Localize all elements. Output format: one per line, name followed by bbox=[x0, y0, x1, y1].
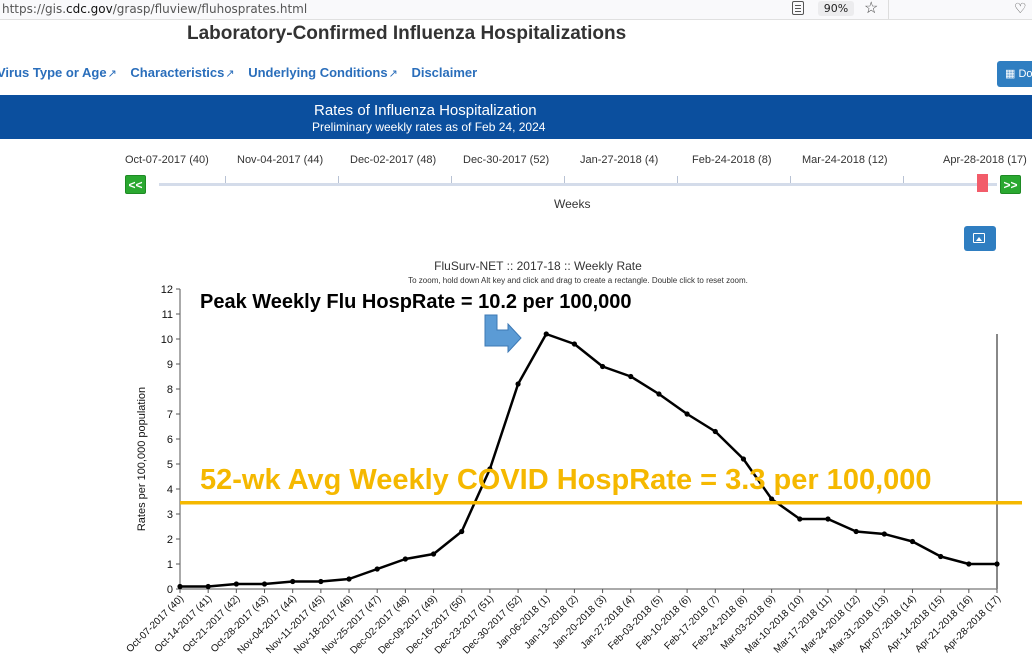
page-title: Laboratory-Confirmed Influenza Hospitali… bbox=[187, 23, 627, 44]
data-point bbox=[740, 456, 747, 462]
url-path: /grasp/fluview/fluhosprates.html bbox=[112, 2, 308, 16]
y-tick-label: 4 bbox=[167, 484, 173, 496]
data-point bbox=[430, 551, 437, 557]
slider-caption: Weeks bbox=[554, 197, 591, 211]
slider-week-label: Dec-02-2017 (48) bbox=[350, 154, 437, 166]
zoom-level-badge[interactable]: 90% bbox=[818, 1, 854, 16]
external-link-icon: ↗ bbox=[107, 68, 117, 80]
chart-zoom-hint: To zoom, hold down Alt key and click and… bbox=[408, 276, 748, 285]
nav-link-characteristics[interactable]: Characteristics↗ bbox=[130, 65, 235, 80]
data-point bbox=[656, 391, 662, 397]
data-point bbox=[402, 556, 408, 562]
browser-toolbar: https://gis.cdc.gov/grasp/fluview/fluhos… bbox=[0, 0, 1032, 20]
download-data-button[interactable]: ▦ Do bbox=[997, 61, 1032, 87]
external-link-icon: ↗ bbox=[225, 68, 235, 80]
url-prefix: https://gis. bbox=[2, 2, 67, 16]
slider-tick bbox=[564, 176, 565, 183]
table-icon: ▦ bbox=[1005, 68, 1019, 80]
y-tick-label: 8 bbox=[167, 384, 173, 396]
y-tick-label: 10 bbox=[161, 334, 173, 346]
data-point bbox=[459, 528, 465, 535]
data-point bbox=[712, 428, 718, 435]
reader-view-icon[interactable] bbox=[792, 1, 804, 15]
data-point bbox=[233, 581, 239, 587]
data-point bbox=[261, 581, 268, 587]
slider-week-label: Mar-24-2018 (12) bbox=[802, 154, 888, 166]
slider-prev-button[interactable]: << bbox=[125, 175, 146, 194]
nav-link-underlying-conditions[interactable]: Underlying Conditions↗ bbox=[248, 65, 398, 80]
slider-tick bbox=[677, 176, 678, 183]
chart-title: FluSurv-NET :: 2017-18 :: Weekly Rate bbox=[434, 259, 642, 273]
data-point bbox=[825, 516, 831, 522]
nav-link-disclaimer[interactable]: Disclaimer bbox=[411, 65, 478, 80]
data-point bbox=[909, 538, 916, 545]
y-tick-label: 12 bbox=[161, 284, 173, 296]
week-slider-handle[interactable] bbox=[977, 174, 988, 192]
data-point bbox=[853, 528, 859, 535]
data-point bbox=[543, 331, 549, 337]
data-point bbox=[487, 466, 493, 472]
data-point bbox=[881, 531, 887, 537]
data-point bbox=[599, 363, 606, 370]
data-point bbox=[318, 578, 324, 585]
data-point bbox=[628, 373, 634, 380]
data-point bbox=[684, 411, 690, 417]
data-point bbox=[290, 578, 296, 585]
data-point bbox=[571, 341, 578, 347]
y-axis-label: Rates per 100,000 population bbox=[136, 387, 148, 531]
chart-banner: Rates of Influenza Hospitalization Preli… bbox=[0, 95, 1032, 139]
slider-tick bbox=[225, 176, 226, 183]
export-image-button[interactable] bbox=[964, 226, 996, 251]
bookmark-star-icon[interactable]: ☆ bbox=[864, 0, 879, 17]
y-tick-label: 9 bbox=[167, 359, 173, 371]
data-point bbox=[177, 583, 183, 590]
slider-tick bbox=[338, 176, 339, 183]
y-tick-label: 0 bbox=[167, 584, 173, 596]
y-tick-label: 6 bbox=[167, 434, 173, 446]
slider-tick bbox=[903, 176, 904, 183]
peak-arrow-icon bbox=[484, 314, 522, 354]
slider-tick bbox=[451, 176, 452, 183]
slider-week-label: Nov-04-2017 (44) bbox=[237, 154, 324, 166]
data-point bbox=[966, 561, 972, 567]
weekly-rate-line bbox=[180, 332, 997, 588]
slider-next-button[interactable]: >> bbox=[1000, 175, 1021, 194]
nav-link-virus-type[interactable]: Virus Type or Age↗ bbox=[0, 65, 117, 80]
data-point bbox=[346, 576, 352, 582]
week-slider-track[interactable] bbox=[159, 183, 997, 186]
data-point bbox=[938, 553, 944, 560]
slider-tick bbox=[790, 176, 791, 183]
banner-subtitle: Preliminary weekly rates as of Feb 24, 2… bbox=[312, 120, 546, 134]
data-point bbox=[797, 516, 803, 522]
address-bar[interactable]: https://gis.cdc.gov/grasp/fluview/fluhos… bbox=[2, 2, 307, 16]
data-point bbox=[769, 496, 775, 502]
data-point bbox=[994, 561, 1000, 567]
peak-annotation: Peak Weekly Flu HospRate = 10.2 per 100,… bbox=[200, 291, 632, 313]
data-point bbox=[374, 566, 380, 572]
y-tick-label: 1 bbox=[167, 559, 173, 571]
pocket-icon[interactable]: ♡ bbox=[1014, 0, 1027, 16]
slider-week-label: Feb-24-2018 (8) bbox=[692, 154, 772, 166]
slider-week-label: Dec-30-2017 (52) bbox=[463, 154, 550, 166]
data-point bbox=[515, 381, 521, 387]
y-tick-label: 5 bbox=[167, 459, 173, 471]
covid-avg-annotation: 52-wk Avg Weekly COVID HospRate = 3.3 pe… bbox=[200, 464, 932, 496]
slider-week-label: Jan-27-2018 (4) bbox=[580, 154, 659, 166]
nav-links: Virus Type or Age↗ Characteristics↗ Unde… bbox=[0, 65, 487, 80]
slider-week-label: Apr-28-2018 (17) bbox=[943, 154, 1027, 166]
slider-week-label: Oct-07-2017 (40) bbox=[125, 154, 209, 166]
banner-title: Rates of Influenza Hospitalization bbox=[314, 102, 537, 119]
y-tick-label: 7 bbox=[167, 409, 173, 421]
data-point bbox=[205, 583, 211, 590]
external-link-icon: ↗ bbox=[388, 68, 398, 80]
y-tick-label: 11 bbox=[162, 309, 173, 321]
url-host: cdc.gov bbox=[66, 2, 113, 16]
y-tick-label: 2 bbox=[167, 534, 173, 546]
toolbar-divider bbox=[888, 0, 889, 19]
y-tick-label: 3 bbox=[167, 509, 173, 521]
